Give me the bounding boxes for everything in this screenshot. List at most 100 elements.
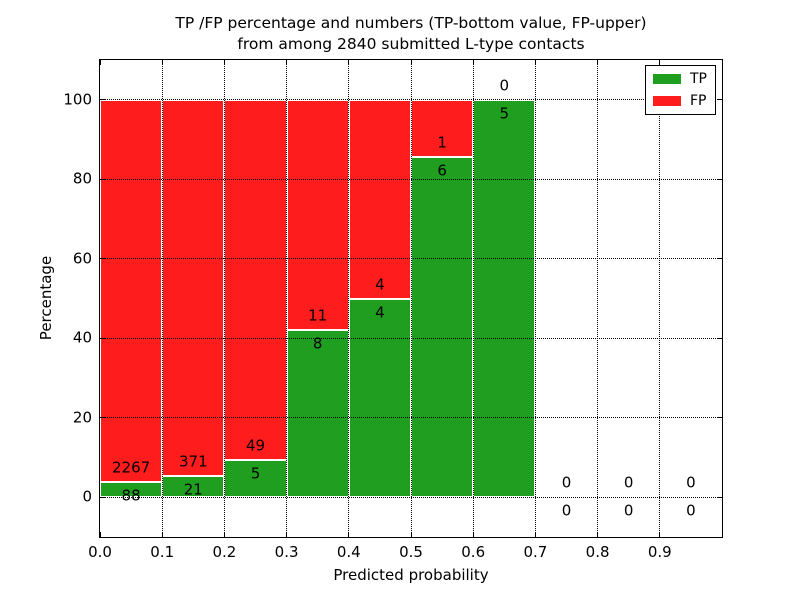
y-tick-label: 80 <box>72 169 92 188</box>
x-tick-mark <box>348 532 350 537</box>
x-tick-mark <box>223 60 225 65</box>
grid-line-vertical <box>223 60 225 537</box>
y-tick-mark <box>717 337 722 339</box>
x-tick-label: 0.7 <box>523 543 548 561</box>
bar-tp-segment <box>411 156 474 498</box>
legend-label-fp: FP <box>690 93 707 109</box>
x-tick-mark <box>348 60 350 65</box>
x-tick-mark <box>472 532 474 537</box>
y-tick-mark <box>717 258 722 260</box>
x-tick-mark <box>534 60 536 65</box>
x-tick-label: 0.6 <box>461 543 486 561</box>
tp-count-label: 8 <box>312 334 323 353</box>
grid-line-vertical <box>286 60 288 537</box>
bar-fp-segment <box>100 99 163 483</box>
y-tick-label: 60 <box>72 249 92 268</box>
y-axis-label: Percentage <box>37 255 55 341</box>
y-tick-mark <box>100 258 105 260</box>
y-tick-mark <box>717 496 722 498</box>
x-tick-label: 0.1 <box>150 543 175 561</box>
x-tick-label: 0.8 <box>585 543 610 561</box>
legend-label-tp: TP <box>690 71 707 87</box>
fp-count-label: 0 <box>623 473 634 492</box>
legend-entry-fp: FP <box>653 94 707 108</box>
y-tick-mark <box>100 337 105 339</box>
x-tick-label: 0.5 <box>399 543 423 561</box>
fp-count-label: 49 <box>245 436 266 455</box>
fp-count-label: 2267 <box>112 458 151 477</box>
fp-count-label: 0 <box>561 473 572 492</box>
x-tick-mark <box>472 60 474 65</box>
fp-count-label: 0 <box>686 473 696 492</box>
bar-fp-segment <box>348 99 411 299</box>
tp-count-label: 5 <box>250 464 261 483</box>
x-tick-mark <box>597 60 599 65</box>
fp-count-label: 0 <box>499 76 510 95</box>
tp-count-label: 0 <box>686 501 696 520</box>
chart-title-line2: from among 2840 submitted L-type contact… <box>237 35 585 53</box>
grid-line-vertical <box>659 60 661 537</box>
x-tick-mark <box>161 60 163 65</box>
grid-line-vertical <box>534 60 536 537</box>
fp-count-label: 11 <box>308 306 328 325</box>
chart-title-line1: TP /FP percentage and numbers (TP-bottom… <box>175 14 647 32</box>
x-tick-mark <box>410 60 412 65</box>
x-tick-label: 0.3 <box>274 543 299 561</box>
tp-count-label: 4 <box>375 303 385 321</box>
x-tick-mark <box>597 532 599 537</box>
x-tick-label: 0.2 <box>212 543 237 561</box>
x-tick-label: 0.4 <box>336 543 361 561</box>
fp-color-swatch <box>653 96 681 106</box>
x-tick-mark <box>659 60 661 65</box>
tp-count-label: 88 <box>121 486 141 505</box>
bar-tp-segment <box>348 298 411 498</box>
y-tick-mark <box>100 496 105 498</box>
y-tick-mark <box>100 178 105 180</box>
x-axis-label: Predicted probability <box>333 566 489 584</box>
legend-entry-tp: TP <box>653 72 707 86</box>
tp-count-label: 0 <box>561 501 572 520</box>
x-tick-mark <box>99 532 101 537</box>
bar-fp-segment <box>162 99 225 476</box>
x-tick-mark <box>223 532 225 537</box>
bar-tp-segment <box>100 482 163 498</box>
grid-line-vertical <box>348 60 350 537</box>
bar-fp-segment <box>224 99 287 461</box>
y-tick-mark <box>100 417 105 419</box>
x-tick-label: 0.9 <box>647 543 672 561</box>
y-tick-label: 0 <box>82 487 92 506</box>
x-tick-mark <box>410 532 412 537</box>
x-tick-mark <box>161 532 163 537</box>
plot-area: TP FP 2267 88 371 21 49 5 11 8 4 4 1 6 0 5 0 0 0 0 0 0 <box>99 59 723 538</box>
bar-tp-segment <box>162 475 225 498</box>
grid-line-vertical <box>597 60 599 537</box>
tp-count-label: 5 <box>499 104 510 123</box>
legend: TP FP <box>645 65 716 115</box>
grid-line-vertical <box>161 60 163 537</box>
tp-count-label: 0 <box>623 501 634 520</box>
bar-tp-segment <box>473 99 536 498</box>
grid-line-vertical <box>472 60 474 537</box>
x-tick-mark <box>286 60 288 65</box>
grid-line-vertical <box>410 60 412 537</box>
x-tick-mark <box>99 60 101 65</box>
y-tick-mark <box>717 417 722 419</box>
y-tick-label: 100 <box>63 90 92 109</box>
x-tick-label: 0.0 <box>88 543 112 561</box>
fp-count-label: 4 <box>375 275 385 293</box>
tp-count-label: 21 <box>183 480 203 499</box>
x-tick-mark <box>659 532 661 537</box>
y-tick-mark <box>717 99 722 101</box>
y-tick-mark <box>100 99 105 101</box>
y-tick-label: 20 <box>72 408 92 427</box>
bar-tp-segment <box>224 460 287 498</box>
y-tick-mark <box>717 178 722 180</box>
bar-tp-segment <box>286 329 349 498</box>
tp-color-swatch <box>653 74 681 84</box>
bar-fp-segment <box>286 99 349 330</box>
chart-title: TP /FP percentage and numbers (TP-bottom… <box>99 13 723 55</box>
fp-count-label: 371 <box>178 452 208 471</box>
x-tick-mark <box>286 532 288 537</box>
tp-count-label: 6 <box>437 161 447 180</box>
